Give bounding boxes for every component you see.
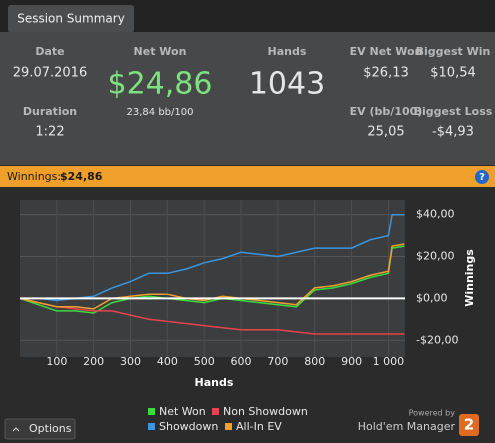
x-tick-label: 700 — [267, 355, 288, 368]
stat-label: Biggest Win — [416, 45, 491, 58]
help-glyph[interactable]: ? — [479, 172, 485, 183]
powered-by: Powered by — [409, 409, 456, 418]
x-tick-label: 800 — [304, 355, 325, 368]
series-line — [19, 243, 405, 310]
legend-swatch — [212, 408, 219, 415]
stat-label: Duration — [23, 105, 77, 118]
x-tick-label: 200 — [83, 355, 104, 368]
y-tick-label: $40,00 — [416, 208, 455, 221]
plot-area — [20, 200, 405, 357]
winnings-value: $24,86 — [60, 170, 103, 183]
brand: Hold'em Manager — [358, 420, 456, 433]
x-tick-label: 900 — [341, 355, 362, 368]
stat-value: 1043 — [249, 67, 325, 102]
stat-label: Date — [35, 45, 64, 58]
winnings-label: Winnings: — [7, 170, 61, 183]
y-tick-label: -$20,00 — [416, 333, 458, 346]
stat-value: -$4,93 — [432, 125, 474, 140]
brand-badge — [459, 414, 479, 436]
stat-label: Biggest Loss — [414, 105, 493, 118]
series-line — [20, 213, 405, 302]
x-tick-label: 1 000 — [373, 355, 405, 368]
x-tick-label: 100 — [46, 355, 67, 368]
brand-badge-text: 2 — [464, 416, 474, 434]
legend-swatch — [225, 423, 232, 430]
options-label[interactable]: Options — [29, 422, 72, 435]
legend-swatch — [148, 408, 155, 415]
y-axis-label: Winnings — [463, 249, 476, 307]
stats-panel — [0, 32, 495, 165]
stat-sub: 23,84 bb/100 — [127, 107, 194, 118]
x-tick-label: 600 — [231, 355, 252, 368]
help-icon[interactable] — [475, 170, 489, 184]
legend-label: Net Won — [159, 405, 206, 418]
x-tick-label: 500 — [194, 355, 215, 368]
tab-label[interactable]: Session Summary — [17, 12, 125, 26]
legend-label: Non Showdown — [223, 405, 308, 418]
series-line — [19, 297, 405, 335]
legend-swatch — [148, 423, 155, 430]
stat-label: EV (bb/100) — [350, 105, 423, 118]
stat-value: 1:22 — [35, 125, 64, 140]
x-axis-label: Hands — [195, 376, 234, 389]
stat-label: EV Net Won — [350, 45, 423, 58]
x-tick-label: 400 — [157, 355, 178, 368]
legend-label: All-In EV — [236, 420, 282, 433]
winnings-bar — [0, 166, 495, 187]
stat-value: 25,05 — [367, 125, 404, 140]
legend-label: Showdown — [159, 420, 218, 433]
tab[interactable] — [8, 5, 134, 33]
options-chevron[interactable] — [12, 427, 20, 432]
stat-value: $24,86 — [108, 67, 213, 102]
y-tick-label: $0,00 — [416, 291, 448, 304]
stat-value: $26,13 — [363, 66, 409, 81]
y-tick-label: $20,00 — [416, 250, 455, 263]
stat-label: Net Won — [134, 45, 187, 58]
x-tick-label: 300 — [120, 355, 141, 368]
stat-value: 29.07.2016 — [13, 66, 87, 81]
options-button[interactable] — [4, 418, 76, 440]
stat-value: $10,54 — [430, 66, 476, 81]
stat-label: Hands — [268, 45, 307, 58]
